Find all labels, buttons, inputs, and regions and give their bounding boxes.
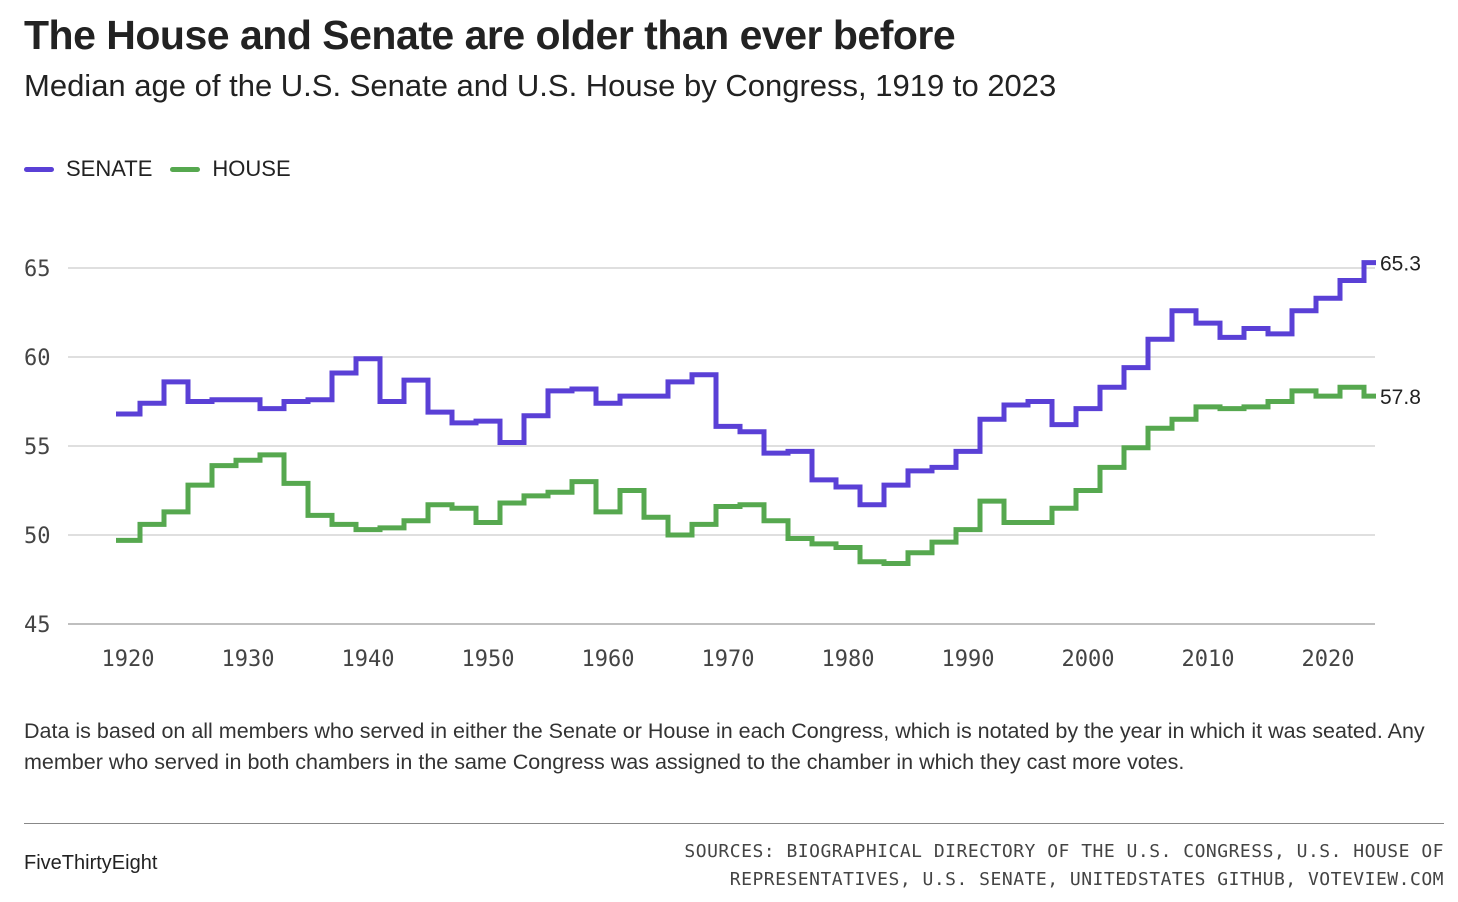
legend-swatch-house (170, 166, 201, 172)
sources-credit: SOURCES: BIOGRAPHICAL DIRECTORY OF THE U… (684, 841, 1444, 890)
end-label-senate: 65.3 (1380, 253, 1421, 276)
x-tick-label: 1920 (102, 647, 155, 672)
x-tick-label: 1990 (942, 647, 995, 672)
x-tick-label: 1980 (822, 647, 875, 672)
x-tick-label: 1960 (582, 647, 635, 672)
brand-credit: FiveThirtyEight (24, 852, 158, 874)
x-tick-label: 2000 (1062, 647, 1115, 672)
divider (24, 823, 1444, 824)
x-tick-label: 1950 (462, 647, 515, 672)
y-tick-label: 45 (24, 613, 51, 638)
end-label-house: 57.8 (1380, 386, 1421, 409)
legend-label-senate: SENATE (66, 156, 153, 181)
series-line-house (116, 384, 1376, 566)
chart-note: Data is based on all members who served … (24, 719, 1425, 774)
chart-subtitle: Median age of the U.S. Senate and U.S. H… (24, 68, 1057, 103)
x-tick-label: 1970 (702, 647, 755, 672)
x-tick-label: 2020 (1302, 647, 1355, 672)
legend: SENATE HOUSE (24, 156, 309, 182)
series-line-senate (116, 260, 1376, 508)
legend-swatch-senate (24, 166, 54, 172)
y-tick-label: 55 (24, 435, 51, 460)
legend-label-house: HOUSE (212, 156, 291, 181)
x-tick-label: 1930 (222, 647, 275, 672)
legend-item-senate: SENATE (24, 156, 152, 182)
y-tick-label: 60 (24, 346, 51, 371)
y-tick-label: 50 (24, 524, 51, 549)
chart-title: The House and Senate are older than ever… (24, 12, 956, 58)
y-tick-label: 65 (24, 257, 51, 282)
x-tick-label: 2010 (1182, 647, 1235, 672)
line-chart: 45 50 55 60 65 1920 1930 1940 1950 1960 1970 1980 19… (24, 253, 1421, 672)
legend-item-house: HOUSE (170, 156, 291, 182)
x-tick-label: 1940 (342, 647, 395, 672)
